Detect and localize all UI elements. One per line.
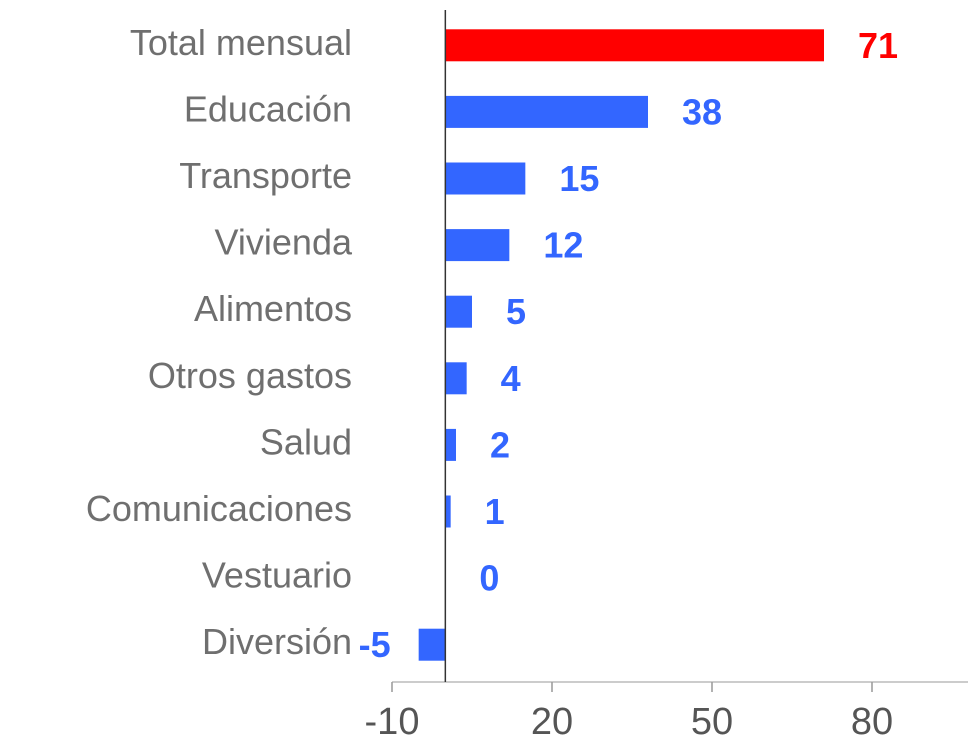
value-label: 4 bbox=[501, 358, 521, 399]
y-tick-label: Alimentos bbox=[194, 288, 352, 329]
bar bbox=[445, 95, 648, 128]
bar bbox=[445, 229, 510, 262]
value-label: 1 bbox=[485, 491, 505, 532]
value-label: 71 bbox=[858, 25, 898, 66]
value-label: 12 bbox=[543, 225, 583, 266]
y-tick-label: Total mensual bbox=[130, 22, 352, 63]
bar bbox=[445, 29, 824, 62]
x-tick-label: -10 bbox=[365, 701, 420, 743]
y-tick-label: Vivienda bbox=[215, 222, 353, 263]
y-tick-label: Otros gastos bbox=[148, 355, 352, 396]
value-label: -5 bbox=[359, 624, 391, 665]
bar bbox=[418, 628, 446, 661]
bar bbox=[445, 362, 467, 395]
bar bbox=[445, 295, 472, 328]
value-label: 15 bbox=[559, 158, 599, 199]
bar bbox=[445, 428, 456, 461]
value-label: 38 bbox=[682, 91, 722, 132]
bar bbox=[445, 162, 526, 195]
value-label: 0 bbox=[479, 558, 499, 599]
x-tick-label: 50 bbox=[691, 701, 733, 743]
bar bbox=[445, 495, 451, 528]
y-tick-label: Transporte bbox=[179, 155, 352, 196]
y-tick-label: Comunicaciones bbox=[86, 488, 352, 529]
value-label: 2 bbox=[490, 424, 510, 465]
x-tick-label: 80 bbox=[851, 701, 893, 743]
x-tick-label: 20 bbox=[531, 701, 573, 743]
y-tick-label: Educación bbox=[184, 88, 352, 129]
value-label: 5 bbox=[506, 291, 526, 332]
y-tick-label: Diversión bbox=[202, 621, 352, 662]
y-tick-label: Vestuario bbox=[202, 555, 352, 596]
y-tick-label: Salud bbox=[260, 421, 352, 462]
